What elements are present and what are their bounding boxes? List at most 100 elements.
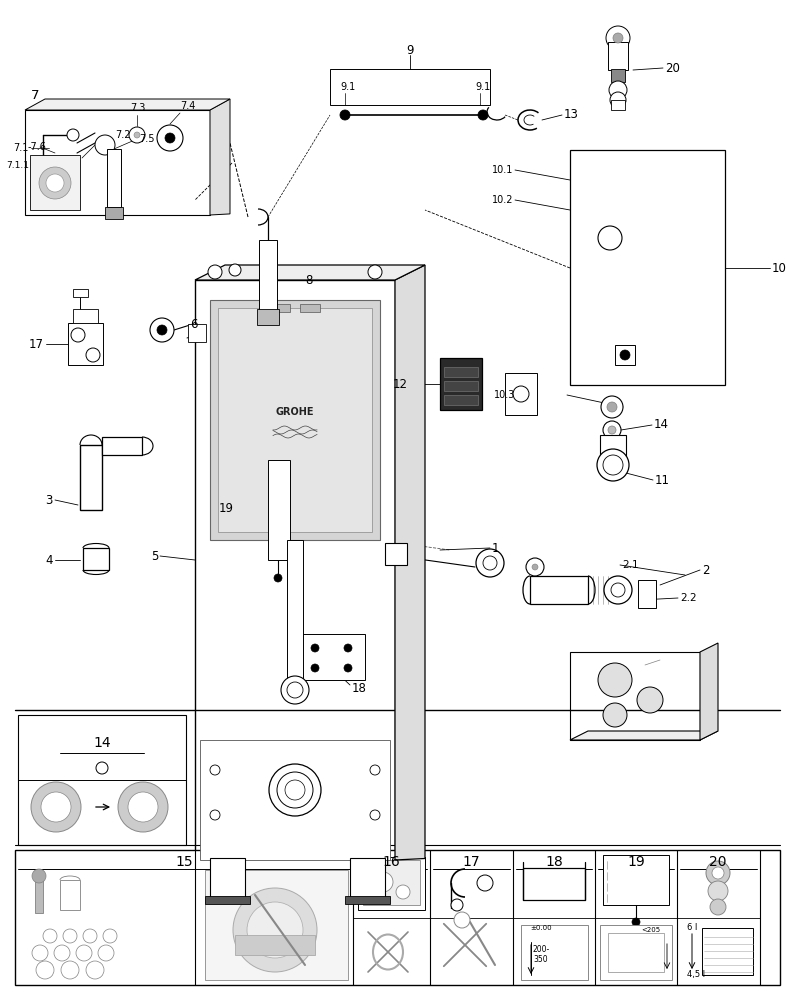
Bar (268, 460, 290, 560)
Bar (702, 928, 753, 975)
Bar (210, 300, 380, 540)
Circle shape (247, 902, 303, 958)
Polygon shape (363, 860, 420, 905)
Circle shape (708, 881, 728, 901)
Circle shape (277, 772, 313, 808)
Bar (257, 309, 279, 325)
Bar (25, 110, 210, 215)
Bar (68, 323, 103, 365)
Text: 15: 15 (175, 855, 193, 869)
Circle shape (32, 869, 46, 883)
Bar (350, 858, 385, 898)
Circle shape (118, 782, 168, 832)
Circle shape (606, 26, 630, 50)
Text: 11: 11 (655, 474, 670, 487)
Text: -7.6: -7.6 (28, 142, 47, 152)
Circle shape (373, 872, 393, 892)
Circle shape (128, 792, 158, 822)
Text: <205: <205 (641, 927, 660, 933)
Circle shape (96, 762, 108, 774)
Text: 7.3: 7.3 (130, 103, 145, 113)
Circle shape (46, 174, 64, 192)
Circle shape (39, 167, 71, 199)
Circle shape (285, 780, 305, 800)
Text: 10.3: 10.3 (494, 390, 515, 400)
Circle shape (626, 943, 646, 963)
Bar (73, 309, 98, 323)
Circle shape (608, 426, 616, 434)
Text: 18: 18 (352, 682, 366, 694)
Bar (210, 858, 245, 898)
Bar (300, 304, 320, 312)
Circle shape (451, 899, 463, 911)
Bar (615, 345, 635, 365)
Text: 6 l: 6 l (687, 922, 697, 932)
Circle shape (98, 945, 114, 961)
Bar (444, 367, 478, 377)
Text: 1: 1 (492, 542, 499, 554)
Circle shape (613, 33, 623, 43)
Bar (521, 925, 588, 980)
Polygon shape (195, 265, 425, 280)
Circle shape (36, 961, 54, 979)
Bar (30, 155, 80, 210)
Circle shape (208, 265, 222, 279)
Bar (611, 69, 625, 82)
Bar (638, 580, 656, 608)
Bar (35, 878, 43, 913)
Text: 4,5 l: 4,5 l (687, 970, 705, 978)
Text: 9.1: 9.1 (340, 82, 355, 92)
Circle shape (229, 264, 241, 276)
Text: ±0.00: ±0.00 (530, 925, 552, 931)
Bar (195, 280, 395, 860)
Text: 10: 10 (772, 261, 787, 274)
Bar (608, 42, 628, 70)
Bar (603, 855, 669, 905)
Bar (235, 935, 315, 955)
Bar (60, 880, 80, 910)
Bar (300, 634, 365, 680)
Text: 8: 8 (305, 273, 312, 286)
Circle shape (233, 888, 317, 972)
Circle shape (344, 644, 352, 652)
Bar (570, 150, 725, 385)
Text: 10.1: 10.1 (491, 165, 513, 175)
Circle shape (368, 265, 382, 279)
Text: 17: 17 (462, 855, 480, 869)
Circle shape (129, 127, 145, 143)
Circle shape (157, 125, 183, 151)
Bar (600, 925, 672, 980)
Circle shape (274, 574, 282, 582)
Circle shape (83, 929, 97, 943)
Polygon shape (570, 652, 700, 740)
Polygon shape (570, 731, 718, 740)
Text: 13: 13 (564, 108, 579, 121)
Text: 14: 14 (93, 736, 111, 750)
Bar (15, 850, 780, 985)
Circle shape (157, 325, 167, 335)
Circle shape (370, 765, 380, 775)
Text: 2.1: 2.1 (622, 560, 638, 570)
Circle shape (311, 664, 319, 672)
Bar (523, 868, 585, 900)
Text: 7.1: 7.1 (14, 143, 29, 153)
Bar (330, 69, 490, 105)
Text: 5: 5 (150, 550, 158, 562)
Text: 9.1: 9.1 (475, 82, 491, 92)
Circle shape (513, 386, 529, 402)
Circle shape (637, 687, 663, 713)
Circle shape (134, 132, 140, 138)
Circle shape (287, 682, 303, 698)
Polygon shape (700, 643, 718, 740)
Text: 2.2: 2.2 (680, 593, 696, 603)
Text: 7.2: 7.2 (115, 130, 130, 140)
Circle shape (632, 918, 640, 926)
Bar (530, 576, 588, 604)
Text: 7.1.1: 7.1.1 (6, 160, 29, 169)
Circle shape (712, 867, 724, 879)
Text: 12: 12 (393, 377, 408, 390)
Circle shape (598, 663, 632, 697)
Text: 16: 16 (382, 855, 400, 869)
Circle shape (95, 135, 115, 155)
Bar (73, 289, 88, 297)
